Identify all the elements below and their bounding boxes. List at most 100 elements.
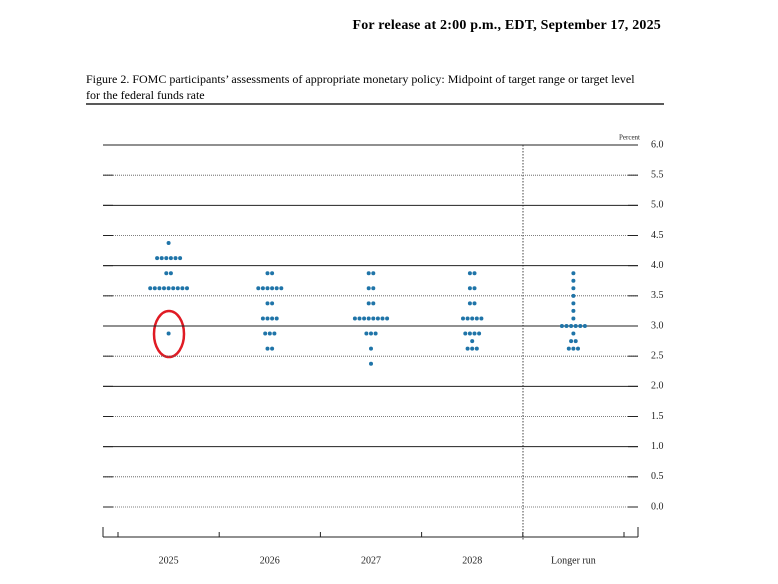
dot	[380, 316, 385, 321]
dot	[366, 301, 371, 306]
dot	[267, 331, 272, 336]
dot	[270, 286, 275, 291]
y-tick-label: 2.5	[651, 350, 664, 361]
dot	[371, 301, 376, 306]
dot	[260, 316, 265, 321]
dot	[571, 293, 576, 298]
dot	[155, 256, 160, 261]
y-tick-label: 2.0	[651, 381, 664, 392]
dot	[564, 324, 569, 328]
dot	[369, 331, 373, 336]
dot	[474, 316, 479, 321]
y-tick-label: 1.0	[651, 441, 664, 452]
dot	[571, 308, 576, 313]
dot	[175, 286, 180, 291]
dot	[465, 346, 470, 351]
y-tick-label: 3.5	[651, 290, 664, 301]
dot	[279, 286, 284, 291]
y-tick-label: 3.0	[651, 320, 664, 331]
dot	[470, 316, 475, 321]
dot	[573, 339, 578, 344]
release-note: For release at 2:00 p.m., EDT, September…	[352, 18, 661, 33]
x-tick-label: 2026	[260, 555, 280, 566]
dot	[185, 286, 189, 291]
dot	[274, 286, 279, 291]
dot	[168, 271, 173, 276]
y-tick-label: 4.0	[651, 260, 664, 271]
dot	[173, 256, 178, 261]
dot	[166, 286, 171, 291]
dot	[260, 286, 265, 291]
dot	[477, 331, 482, 336]
y-tick-label: 0.0	[651, 501, 664, 512]
dot	[373, 331, 378, 336]
dot	[467, 271, 472, 276]
dot	[385, 316, 390, 321]
dot	[569, 324, 574, 328]
dot	[270, 346, 275, 351]
dot	[270, 271, 275, 276]
dot	[571, 286, 576, 291]
dot	[265, 271, 270, 276]
dot	[571, 278, 576, 283]
dot	[461, 316, 465, 321]
dot	[164, 271, 169, 276]
dot	[571, 271, 576, 276]
dot	[265, 316, 270, 321]
dot	[274, 316, 279, 321]
dot	[371, 316, 376, 321]
dot	[467, 301, 472, 306]
dot	[474, 346, 479, 351]
dot	[571, 331, 576, 336]
x-tick-label: Longer run	[551, 555, 596, 566]
dot	[463, 331, 468, 336]
dot	[369, 361, 373, 366]
dot	[576, 346, 580, 351]
y-tick-label: 1.5	[651, 411, 664, 422]
dot	[569, 339, 574, 344]
y-tick-label: 4.5	[651, 230, 664, 241]
dot	[164, 256, 169, 261]
dot	[256, 286, 261, 291]
x-tick-label: 2025	[159, 555, 179, 566]
dot	[265, 301, 270, 306]
dot	[470, 339, 475, 344]
y-tick-label: 5.0	[651, 200, 664, 211]
dot	[366, 316, 371, 321]
dot	[159, 256, 164, 261]
dot	[352, 316, 357, 321]
dot	[582, 324, 587, 328]
dot	[371, 271, 376, 276]
dot	[166, 331, 171, 336]
dot	[371, 286, 376, 291]
y-unit: Percent	[619, 134, 640, 142]
dot	[566, 346, 571, 351]
y-tick-label: 6.0	[651, 139, 664, 150]
dot	[357, 316, 362, 321]
dot	[578, 324, 583, 328]
dot	[571, 316, 576, 321]
dot	[180, 286, 185, 291]
y-tick-label: 5.5	[651, 169, 664, 180]
dot	[472, 301, 477, 306]
dot	[559, 324, 564, 328]
dot	[270, 316, 275, 321]
dot	[270, 301, 275, 306]
dot	[364, 331, 369, 336]
dot	[366, 286, 371, 291]
dot	[571, 346, 576, 351]
dot	[362, 316, 367, 321]
dot	[573, 324, 578, 328]
dot	[265, 346, 270, 351]
y-tick-label: 0.5	[651, 471, 664, 482]
dot	[369, 346, 373, 351]
dot	[472, 331, 477, 336]
dot	[571, 301, 576, 306]
dot	[171, 286, 176, 291]
chart-title: Figure 2. FOMC participants’ assessments…	[86, 72, 635, 102]
dot	[470, 346, 475, 351]
dot	[152, 286, 157, 291]
dot	[168, 256, 173, 261]
